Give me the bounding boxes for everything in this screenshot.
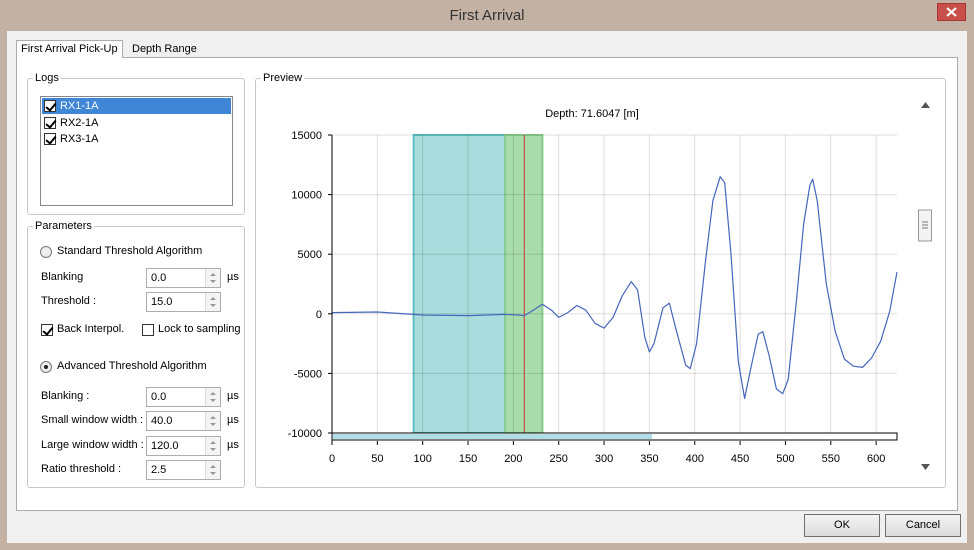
log-item[interactable]: RX2-1A — [60, 116, 99, 129]
checkbox[interactable] — [44, 100, 56, 112]
x-tick-label: 50 — [371, 453, 383, 465]
y-tick-label: 5000 — [298, 249, 322, 261]
x-tick-label: 450 — [731, 453, 749, 465]
spin-arrows — [210, 392, 216, 402]
chart-title: Depth: 71.6047 [m] — [545, 108, 639, 120]
y-tick-label: -10000 — [288, 428, 322, 440]
x-tick-label: 550 — [822, 453, 840, 465]
x-tick-label: 350 — [640, 453, 658, 465]
x-tick-label: 500 — [776, 453, 794, 465]
spinner[interactable] — [205, 412, 220, 431]
y-tick-label: 15000 — [291, 130, 322, 142]
field-label: Blanking — [41, 271, 84, 283]
field-label: Blanking : — [41, 390, 90, 402]
unit-label: µs — [227, 271, 239, 283]
scrollbar-graphic — [918, 102, 932, 470]
spinner[interactable] — [205, 436, 220, 455]
unit-label: µs — [227, 414, 239, 427]
checkbox[interactable] — [44, 116, 56, 129]
waveform — [331, 176, 898, 399]
cancel-button[interactable]: Cancel — [885, 514, 961, 537]
x-tick-label: 600 — [867, 453, 885, 465]
x-tick-label: 300 — [595, 453, 613, 465]
x-tick-label: 400 — [686, 453, 704, 465]
x-tick-label: 250 — [550, 453, 568, 465]
log-item[interactable]: RX3-1A — [60, 133, 99, 145]
spinner[interactable] — [205, 293, 220, 311]
checkbox[interactable] — [41, 324, 53, 336]
spinner[interactable] — [205, 460, 220, 479]
scrollbar[interactable] — [917, 96, 934, 476]
close-icon — [946, 7, 957, 17]
x-tick-label: 100 — [414, 453, 432, 465]
radio-button[interactable] — [40, 246, 52, 258]
window-region — [412, 134, 507, 434]
checkbox[interactable] — [142, 324, 154, 336]
log-item[interactable]: RX1-1A — [42, 98, 231, 114]
group-title: Parameters — [33, 220, 94, 232]
x-tick-label: 200 — [504, 453, 522, 465]
text-input[interactable]: 15.0 — [146, 292, 221, 312]
ok-button[interactable]: OK — [804, 514, 880, 537]
spinner[interactable] — [205, 269, 220, 287]
field-label: Threshold : — [41, 295, 97, 307]
spin-arrows — [210, 464, 216, 475]
checkbox-label[interactable]: Back Interpol. — [57, 323, 125, 335]
text-input[interactable]: 40.0 — [146, 411, 221, 432]
log-list[interactable]: RX1-1A RX2-1A RX3-1A — [40, 96, 233, 206]
text-input[interactable]: 120.0 — [146, 435, 221, 456]
field-label: Small window width : — [41, 414, 144, 427]
field-label: Large window width : — [41, 438, 144, 451]
tab[interactable]: First Arrival Pick-Up — [16, 40, 123, 58]
x-tick-label: 150 — [459, 453, 477, 465]
tab[interactable]: Depth Range — [132, 43, 197, 55]
checkbox-label[interactable]: Lock to sampling — [158, 323, 241, 335]
checkbox[interactable] — [44, 133, 56, 145]
radio-label[interactable]: Standard Threshold Algorithm — [57, 245, 203, 257]
parameters-group — [27, 226, 245, 488]
spin-arrows — [210, 273, 216, 283]
logs-group — [27, 78, 245, 215]
spin-arrows — [210, 297, 216, 307]
scroll-thumb — [333, 434, 652, 439]
text-input[interactable]: 2.5 — [146, 459, 221, 480]
spin-arrows — [210, 416, 216, 427]
unit-label: µs — [227, 438, 239, 451]
radio-label[interactable]: Advanced Threshold Algorithm — [57, 360, 207, 372]
preview-group — [255, 78, 946, 488]
text-input[interactable]: 0.0 — [146, 268, 221, 288]
radio-button[interactable] — [40, 361, 52, 373]
group-title: Preview — [261, 72, 305, 84]
x-tick-label: 0 — [329, 453, 335, 465]
y-tick-label: 10000 — [291, 190, 322, 202]
y-tick-label: -5000 — [294, 368, 322, 380]
spin-arrows — [210, 440, 216, 451]
title-bar: First Arrival — [449, 7, 525, 24]
close-button[interactable] — [937, 3, 966, 21]
spinner[interactable] — [205, 388, 220, 406]
y-tick-label: 0 — [316, 309, 322, 321]
field-label: Ratio threshold : — [41, 462, 122, 475]
text-input[interactable]: 0.0 — [146, 387, 221, 407]
group-title: Logs — [33, 72, 61, 84]
unit-label: µs — [227, 390, 239, 402]
